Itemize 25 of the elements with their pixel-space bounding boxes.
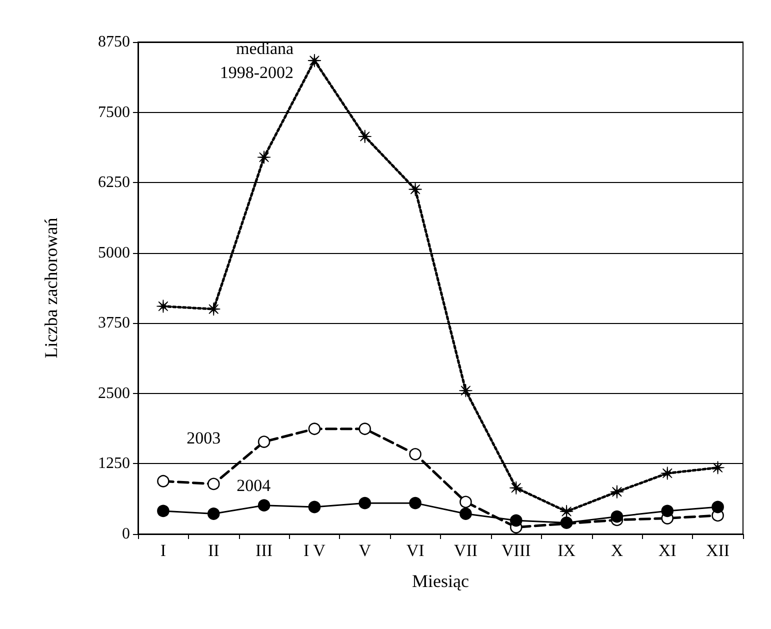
x-tick-label: XII xyxy=(706,541,730,560)
x-tick-label: XI xyxy=(658,541,677,560)
x-tick-label: IX xyxy=(558,541,576,560)
y-tick-label: 1250 xyxy=(98,455,130,472)
y-tick-label: 8750 xyxy=(98,34,130,50)
y-axis-title: Liczba zachorowań xyxy=(41,218,61,358)
x-tick-label: VI xyxy=(406,541,425,560)
x-tick-label: I xyxy=(160,541,166,560)
series-label: 2004 xyxy=(236,476,272,496)
x-axis-title: Miesiąc xyxy=(412,571,469,591)
series-label: mediana 1998-2002 xyxy=(220,39,294,82)
y-tick-label: 2500 xyxy=(98,384,130,402)
x-tick-label: I V xyxy=(304,541,326,560)
series-label: 2003 xyxy=(186,428,221,448)
x-tick-label: V xyxy=(358,541,372,560)
y-tick-label: 5000 xyxy=(98,244,130,262)
y-tick-label: 0 xyxy=(122,526,130,542)
y-tick-label: 7500 xyxy=(98,104,130,121)
x-tick-label: II xyxy=(208,541,220,560)
x-tick-label: VII xyxy=(454,541,478,560)
x-tick-label: VIII xyxy=(501,541,532,560)
y-tick-label: 3750 xyxy=(98,314,130,332)
x-tick-label: X xyxy=(610,541,624,560)
x-tick-label: III xyxy=(256,541,273,560)
y-tick-label: 6250 xyxy=(98,174,130,192)
